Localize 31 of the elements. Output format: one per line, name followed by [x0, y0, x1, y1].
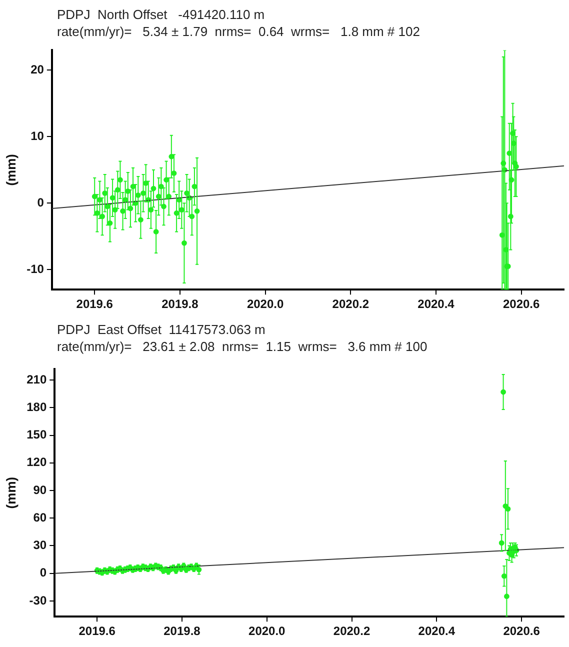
y-tick-label: 180	[26, 400, 47, 414]
y-tick-label: -10	[26, 262, 44, 276]
chart-title: PDPJ East Offset 11417573.063 m	[56, 321, 266, 338]
y-tick-label: 20	[30, 62, 44, 76]
chart-subtitle: rate(mm/yr)= 23.61 ± 2.08 nrms= 1.15 wrms= 3.6 mm # 100	[56, 338, 428, 355]
y-tick-label: 60	[33, 510, 47, 524]
x-tick-label: 2020.0	[246, 297, 284, 312]
y-tick-label: 210	[26, 372, 47, 386]
chart-title: PDPJ North Offset -491420.110 m	[56, 6, 266, 23]
y-tick-label: 30	[33, 538, 47, 552]
x-tick-label: 2019.8	[162, 297, 199, 312]
y-tick-label: 120	[26, 455, 47, 470]
chart-subtitle: rate(mm/yr)= 5.34 ± 1.79 nrms= 0.64 wrms= 1.8 mm # 102	[56, 23, 421, 40]
x-tick-label: 2020.6	[502, 297, 540, 312]
x-tick-label: 2020.4	[418, 624, 456, 638]
y-tick-label: 10	[30, 128, 44, 143]
x-tick-label: 2020.4	[418, 297, 455, 312]
y-tick-label: -30	[29, 593, 47, 608]
y-tick-label: 90	[33, 482, 47, 497]
y-tick-label: 0	[40, 566, 47, 580]
x-tick-label: 2020.0	[248, 624, 286, 638]
x-tick-label: 2019.8	[164, 624, 201, 638]
y-axis-title: (mm)	[3, 476, 18, 509]
x-tick-label: 2020.2	[333, 624, 370, 638]
x-tick-label: 2020.6	[503, 624, 540, 638]
x-tick-label: 2019.6	[76, 297, 114, 312]
x-tick-label: 2019.6	[78, 624, 116, 638]
x-tick-label: 2020.2	[332, 297, 370, 312]
y-axis-title: (mm)	[3, 154, 18, 186]
y-tick-label: 0	[37, 195, 44, 210]
y-tick-label: 150	[26, 428, 47, 442]
